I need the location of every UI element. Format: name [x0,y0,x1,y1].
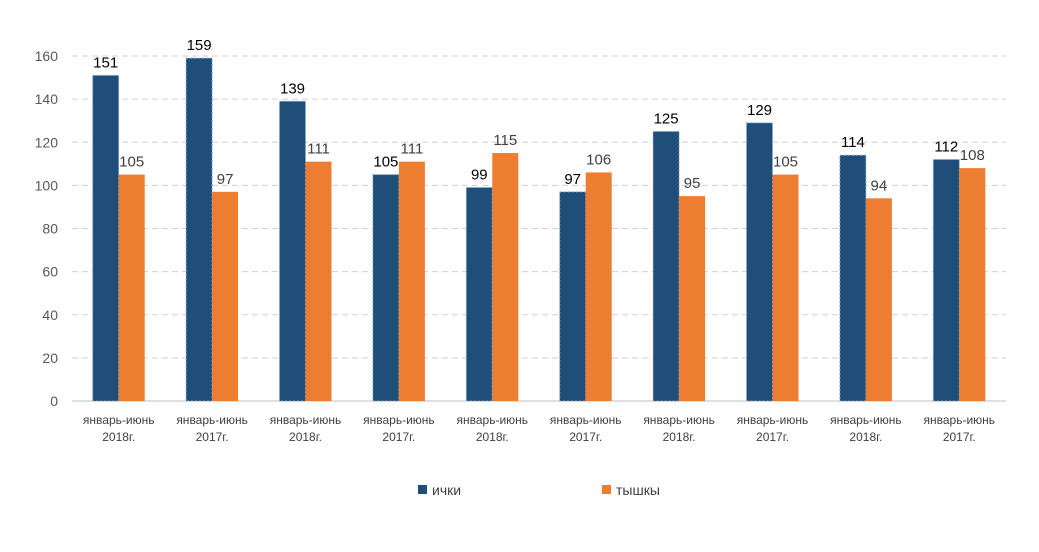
x-tick-label: январь-июнь 2018г. [457,413,529,444]
bar-tyshky [959,168,986,401]
data-label: 106 [586,151,611,168]
y-tick-label: 80 [42,221,58,237]
bar-ichki [92,74,120,402]
data-label: 105 [773,154,798,171]
data-label: 115 [493,132,517,149]
y-tick-label: 120 [35,134,59,150]
bar-tyshky [865,198,892,401]
legend-swatch-ichki [418,485,427,494]
data-label: 151 [93,54,118,71]
x-tick-label: январь-июнь 2018г. [643,413,715,444]
data-label: 108 [960,147,985,164]
y-tick-label: 0 [50,393,58,409]
data-label: 99 [471,167,488,184]
legend-label: ички [432,482,461,498]
bar-tyshky [118,174,145,401]
x-tick-label: январь-июнь 2017г. [176,413,248,444]
x-axis: январь-июнь 2018г. январь-июнь 2017г. январь… [83,413,995,444]
legend-swatch-tyshky [602,485,611,494]
y-tick-label: 60 [42,264,58,280]
y-tick-label: 100 [35,177,59,193]
x-tick-label: январь-июнь 2018г. [830,413,902,444]
bar-tyshky [772,174,799,401]
bar-ichki [279,100,306,402]
bar-tyshky [585,172,612,401]
data-label: 129 [747,102,772,119]
data-label: 111 [400,141,423,158]
x-tick-label: январь-июнь 2017г. [550,413,622,444]
legend: ички тышкы [418,482,660,498]
data-label: 105 [373,154,398,171]
bar-tyshky [212,191,239,401]
data-label: 97 [564,171,581,188]
data-label: 112 [934,139,958,156]
bar-ichki [839,154,867,402]
bar-tyshky [679,196,706,401]
data-label: 139 [280,80,305,97]
data-label: 94 [871,177,888,194]
y-tick-label: 140 [35,91,59,107]
y-tick-label: 40 [42,307,58,323]
x-tick-label: январь-июнь 2017г. [363,413,435,444]
bar-ichki [372,174,400,402]
y-tick-label: 20 [42,350,58,366]
bar-ichki [559,191,587,402]
bar-tyshky [305,161,332,401]
data-label: 111 [307,141,330,158]
data-label: 97 [217,171,234,188]
data-label: 125 [654,110,679,127]
data-label: 95 [684,175,701,192]
bars [92,57,986,402]
bar-ichki [746,122,773,402]
data-label: 159 [187,37,212,54]
data-labels: 1511051599713911110511199115971061259512… [93,37,985,194]
x-tick-label: январь-июнь 2017г. [737,413,809,444]
x-tick-label: январь-июнь 2018г. [83,413,155,444]
x-tick-label: январь-июнь 2017г. [924,413,996,444]
bar-tyshky [492,153,519,401]
data-label: 114 [841,134,865,151]
bar-ichki [185,57,213,402]
bar-ichki [465,187,493,402]
y-tick-label: 160 [35,48,59,64]
bar-ichki [652,130,680,402]
bar-ichki [932,159,960,402]
x-tick-label: январь-июнь 2018г. [270,413,342,444]
bar-tyshky [398,161,425,401]
legend-label: тышкы [616,482,660,498]
data-label: 105 [119,154,144,171]
